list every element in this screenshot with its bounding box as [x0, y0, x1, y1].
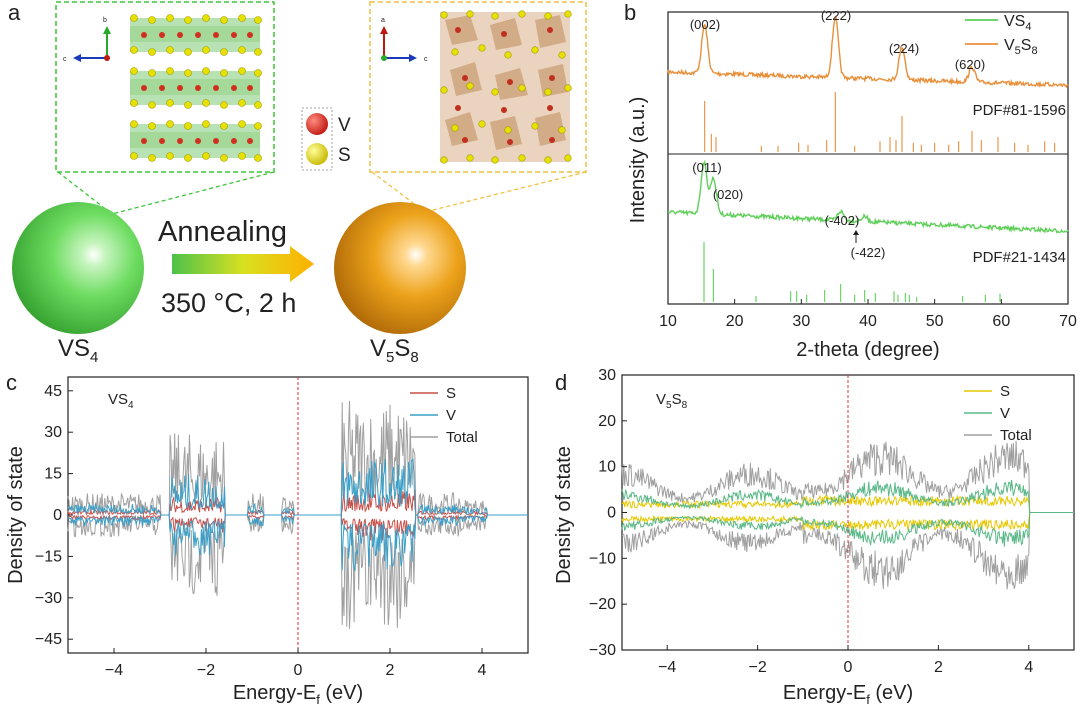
dos-d-ytick-label-10: 10	[598, 459, 616, 476]
peak-label-m422: (-422)	[851, 245, 886, 260]
dos-c-ytick-label--45: −45	[35, 631, 62, 648]
dos-c-ytick-label-0: 0	[53, 507, 62, 524]
v5s8-label: V5S8	[370, 335, 419, 366]
peak-label-222: (222)	[821, 8, 851, 23]
v5s8-crystal-structure	[440, 11, 571, 164]
dos-d-xtick-label--2: −2	[748, 659, 766, 676]
dos-c-title: VS4	[108, 391, 134, 411]
dos-d-xtick-label--4: −4	[658, 659, 676, 676]
dos-d-xtick-label-4: 4	[1024, 659, 1033, 676]
dos-d-legend-total: Total	[1000, 427, 1032, 444]
dos-c-xtick-label--2: −2	[197, 662, 215, 679]
annealing-label: Annealing	[158, 216, 287, 248]
dos-d-y-axis-label: Density of state	[553, 446, 575, 584]
annealing-arrow	[172, 246, 314, 282]
dos-d-legend-s: S	[1000, 383, 1010, 400]
v5s8-axis-right-label: c	[424, 56, 428, 63]
v5s8-sphere	[334, 202, 466, 334]
xrd-xtick-label-70: 70	[1059, 313, 1077, 330]
legend-v-label: V	[338, 115, 351, 136]
dos-c-xtick-label-0: 0	[294, 662, 303, 679]
xrd-xtick-label-10: 10	[659, 313, 677, 330]
vs4-zoom-line-right	[112, 172, 274, 214]
xrd-x-axis-label: 2-theta (degree)	[796, 339, 939, 361]
xrd-xtick-label-30: 30	[792, 313, 810, 330]
dos-d-ytick-label--20: −20	[589, 596, 616, 613]
dos-c-ytick-label--15: −15	[35, 548, 62, 565]
dos-c-ytick-label-15: 15	[44, 466, 62, 483]
panel-a-schematic: b c a c	[0, 0, 620, 370]
xrd-legend-v5s8: V5S8	[1004, 37, 1038, 57]
dos-d-title: V5S8	[656, 391, 688, 411]
peak-label-m402: (-402)	[825, 213, 860, 228]
sulfur-atom-icon	[306, 143, 328, 165]
peak-label-620: (620)	[955, 57, 985, 72]
vs4-label: VS4	[58, 335, 98, 366]
dos-c-xtick-label-4: 4	[478, 662, 487, 679]
dos-c-legend-s: S	[446, 385, 456, 402]
vanadium-atom-icon	[306, 113, 328, 135]
v5s8-axis-up-label: a	[381, 17, 385, 24]
peak-label-002: (002)	[690, 17, 720, 32]
dos-c-legend-total: Total	[446, 429, 478, 446]
vs4-crystal-structure	[130, 15, 262, 162]
xrd-pdf-v5s8: PDF#81-1596	[973, 102, 1066, 119]
peak-label-224: (224)	[889, 41, 919, 56]
dos-d-x-axis-label: Energy-Ef (eV)	[783, 682, 913, 704]
xrd-xtick-label-40: 40	[859, 313, 877, 330]
peak-label-011: (011)	[692, 160, 721, 175]
legend-s-label: S	[338, 145, 351, 166]
dos-c-x-axis-label: Energy-Ef (eV)	[233, 682, 363, 704]
dos-d-ytick-label--30: −30	[589, 642, 616, 659]
dos-d-ytick-label-20: 20	[598, 413, 616, 430]
xrd-legend-vs4: VS4	[1004, 13, 1031, 33]
vs4-axis-up-label: b	[103, 17, 107, 24]
dos-d-xtick-label-0: 0	[844, 659, 853, 676]
dos-d-legend-v: V	[1000, 405, 1010, 422]
xrd-xtick-label-20: 20	[726, 313, 744, 330]
panel-c-dos-chart: −4 −2 0 2 4 −45 −30 −15 0 15 30 45 VS4 Energy-Ef (e…	[0, 365, 540, 704]
dos-c-legend: S V Total	[410, 385, 478, 446]
xrd-xtick-label-50: 50	[926, 313, 944, 330]
panel-b-xrd-chart: 10 20 30 40 50 60 70 2-theta (degree) Intensit…	[620, 0, 1080, 370]
dos-d-ytick-label-30: 30	[598, 367, 616, 384]
dos-d-ytick-label--10: −10	[589, 550, 616, 567]
vs4-sphere	[12, 202, 144, 334]
vs4-axis-left-label: c	[63, 56, 67, 63]
xrd-y-axis-label: Intensity (a.u.)	[627, 97, 649, 224]
xrd-xtick-label-60: 60	[992, 313, 1010, 330]
dos-c-xtick-label--4: −4	[105, 662, 123, 679]
dos-d-legend: S V Total	[964, 383, 1032, 444]
dos-c-ytick-label--30: −30	[35, 590, 62, 607]
dos-c-legend-v: V	[446, 407, 456, 424]
dos-c-y-axis-label: Density of state	[5, 446, 27, 584]
xrd-pdf-vs4: PDF#21-1434	[973, 249, 1066, 266]
peak-label-020: (020)	[713, 187, 743, 202]
annealing-condition: 350 °C, 2 h	[161, 288, 296, 318]
dos-d-xtick-label-2: 2	[934, 659, 943, 676]
dos-c-ytick-label-30: 30	[44, 424, 62, 441]
dos-c-xtick-label-2: 2	[386, 662, 395, 679]
dos-c-ytick-label-45: 45	[44, 383, 62, 400]
dos-d-ytick-label-0: 0	[607, 505, 616, 522]
v5s8-zoom-line-right	[425, 172, 586, 212]
